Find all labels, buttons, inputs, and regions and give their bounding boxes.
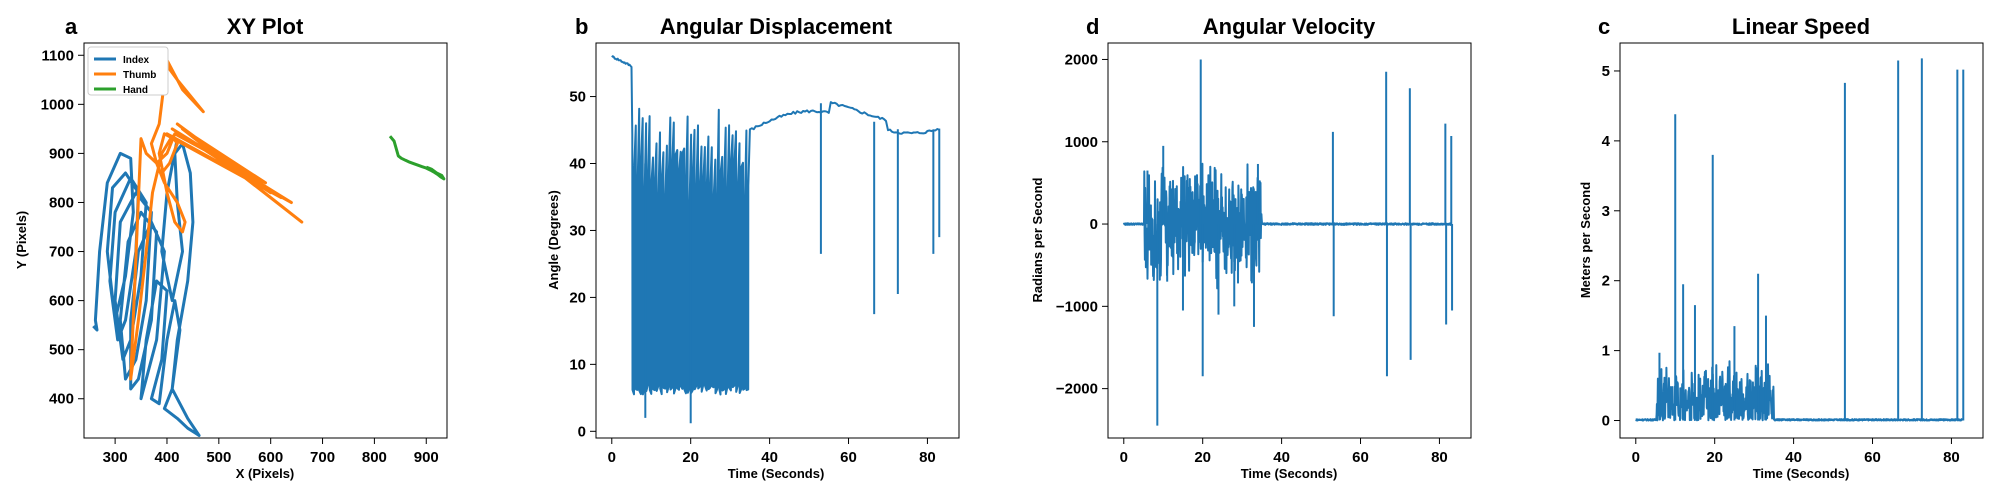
x-tick-label: 60: [1864, 449, 1881, 466]
y-tick-label: 10: [569, 356, 586, 373]
y-tick-label: 1000: [41, 96, 74, 113]
x-tick-label: 80: [1431, 449, 1448, 466]
chart-title: Angular Displacement: [660, 14, 893, 39]
x-tick-label: 400: [154, 449, 179, 466]
y-tick-label: 700: [49, 244, 74, 261]
x-axis-label: Time (Seconds): [1753, 466, 1850, 481]
x-tick-label: 900: [414, 449, 439, 466]
x-tick-label: 20: [1194, 449, 1211, 466]
x-tick-label: 700: [310, 449, 335, 466]
y-tick-label: 1100: [41, 47, 74, 64]
x-axis-label: X (Pixels): [236, 466, 295, 481]
y-tick-label: 900: [49, 145, 74, 162]
x-tick-label: 500: [206, 449, 231, 466]
series-line-thumb: [129, 47, 304, 381]
panel-letter: a: [65, 14, 78, 39]
y-tick-label: 1000: [1065, 134, 1098, 151]
x-tick-label: 0: [1632, 449, 1640, 466]
axes-frame: [83, 42, 448, 439]
y-axis-label: Meters per Second: [1578, 182, 1593, 298]
y-tick-label: 1: [1602, 343, 1610, 360]
x-axis-label: Time (Seconds): [1241, 466, 1338, 481]
axes-frame: [1107, 42, 1472, 439]
x-tick-label: 600: [258, 449, 283, 466]
chart-title: Angular Velocity: [1203, 14, 1376, 39]
x-tick-label: 20: [682, 449, 699, 466]
data-layer: [1635, 58, 1965, 422]
y-tick-label: −1000: [1056, 298, 1098, 315]
plot-area: 0 20 40 60 80 0 1 2 3 4 5: [1602, 42, 1984, 466]
plot-area: 300 400 500 600 700 800 900 400 500 600 700 800 900 1…: [41, 42, 448, 466]
x-tick-label: 80: [1943, 449, 1960, 466]
x-tick-label: 40: [761, 449, 778, 466]
y-tick-label: 2: [1602, 273, 1610, 290]
x-axis-label: Time (Seconds): [728, 466, 825, 481]
x-tick-label: 0: [608, 449, 616, 466]
y-tick-label: 50: [569, 89, 586, 106]
legend-entry-hand: Hand: [123, 85, 148, 96]
y-tick-label: 4: [1602, 133, 1611, 150]
panel-letter: d: [1086, 14, 1099, 39]
y-tick-label: 0: [1602, 413, 1610, 430]
y-tick-label: 2000: [1065, 51, 1098, 68]
y-tick-label: 5: [1602, 63, 1610, 80]
y-axis-label: Y (Pixels): [14, 211, 29, 269]
x-tick-label: 40: [1785, 449, 1802, 466]
data-layer: [611, 55, 941, 424]
series-line: [1635, 360, 1965, 422]
plot-area: 0 20 40 60 80 0 10 20 30 40 50: [569, 42, 960, 466]
x-tick-label: 60: [840, 449, 857, 466]
data-layer: [92, 47, 446, 437]
y-tick-label: 20: [569, 289, 586, 306]
panel-linear-speed: c Linear Speed 0 20 40 60 80 0 1 2 3 4 5 Time (Sec…: [1578, 14, 1984, 481]
y-tick-label: 600: [49, 293, 74, 310]
axes-frame: [1619, 42, 1984, 439]
y-tick-label: 3: [1602, 203, 1610, 220]
axes-frame: [595, 42, 960, 439]
series-line-index: [92, 138, 201, 437]
plot-area: 0 20 40 60 80 −2000 −1000 0 1000 2000: [1056, 42, 1472, 466]
legend: Index Thumb Hand: [87, 46, 169, 96]
chart-title: Linear Speed: [1732, 14, 1870, 39]
y-tick-label: 40: [569, 156, 586, 173]
panel-angular-velocity: d Angular Velocity 0 20 40 60 80 −2000 −1000 0 1…: [1030, 14, 1472, 481]
x-tick-label: 80: [919, 449, 936, 466]
series-line: [611, 55, 940, 396]
x-tick-label: 20: [1706, 449, 1723, 466]
y-tick-label: 400: [49, 391, 74, 408]
y-tick-label: 30: [569, 222, 586, 239]
x-tick-label: 800: [362, 449, 387, 466]
panel-angular-displacement: b Angular Displacement 0 20 40 60 80 0 10 20 30 4…: [546, 14, 960, 481]
y-axis-label: Radians per Second: [1030, 177, 1045, 302]
y-tick-label: 0: [578, 423, 586, 440]
y-tick-label: −2000: [1056, 381, 1098, 398]
panel-letter: b: [575, 14, 588, 39]
panel-xy-plot: a XY Plot 300 400 500 600 700 800 900 400 500 600…: [14, 14, 448, 481]
y-tick-label: 500: [49, 342, 74, 359]
series-line: [1122, 162, 1453, 290]
legend-entry-index: Index: [123, 55, 150, 66]
panel-letter: c: [1598, 14, 1610, 39]
x-tick-label: 300: [103, 449, 128, 466]
legend-entry-thumb: Thumb: [123, 70, 156, 81]
x-tick-label: 40: [1273, 449, 1290, 466]
x-tick-label: 60: [1352, 449, 1369, 466]
y-axis-label: Angle (Degrees): [546, 190, 561, 290]
series-line-hand: [388, 135, 446, 181]
y-tick-label: 0: [1090, 216, 1098, 233]
data-layer: [1122, 59, 1454, 426]
y-tick-label: 800: [49, 194, 74, 211]
chart-title: XY Plot: [227, 14, 304, 39]
x-tick-label: 0: [1120, 449, 1128, 466]
